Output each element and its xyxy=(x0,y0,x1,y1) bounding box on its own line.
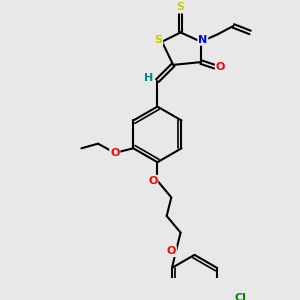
Text: O: O xyxy=(148,176,158,186)
Text: N: N xyxy=(198,35,208,45)
Text: O: O xyxy=(110,148,119,158)
Text: S: S xyxy=(177,2,184,12)
Text: S: S xyxy=(154,35,162,45)
Text: O: O xyxy=(167,246,176,256)
Text: Cl: Cl xyxy=(234,293,246,300)
Text: O: O xyxy=(216,62,225,72)
Text: H: H xyxy=(144,73,154,83)
